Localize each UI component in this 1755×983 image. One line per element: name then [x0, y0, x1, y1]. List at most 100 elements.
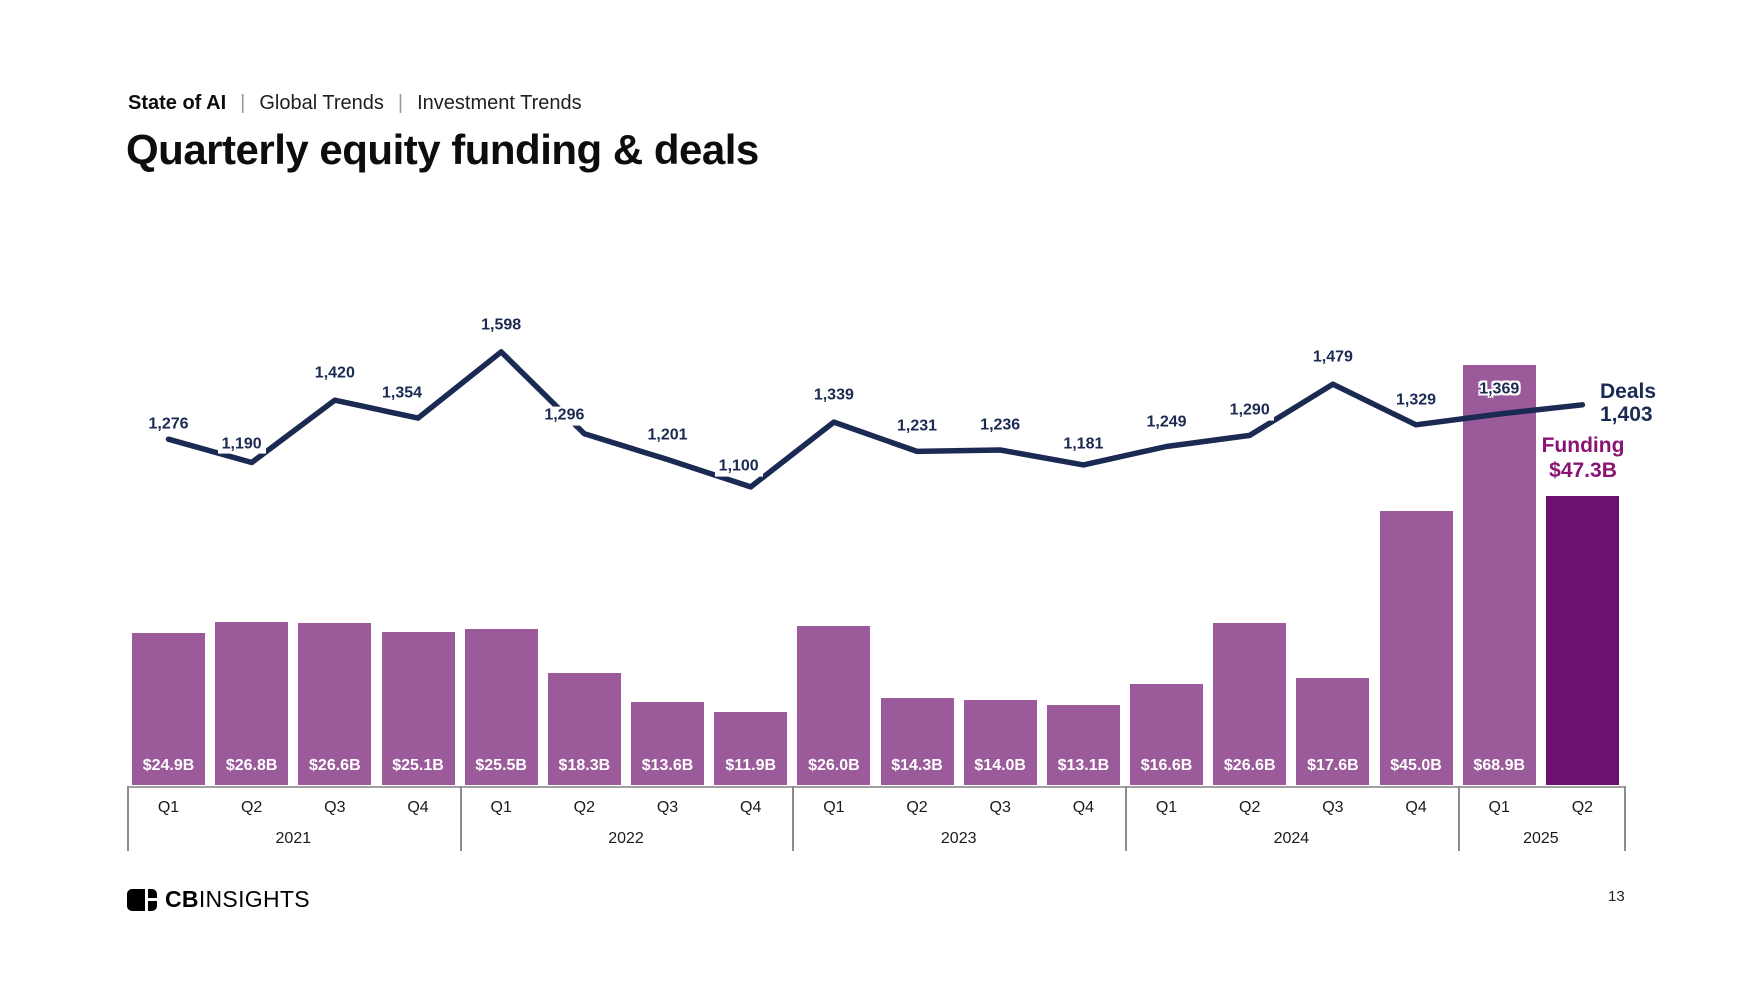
breadcrumb-separator: | — [397, 92, 404, 114]
deals-point-label: 1,249 — [1142, 413, 1191, 432]
x-axis-year-separator — [1125, 786, 1128, 851]
funding-bar-2023-Q1 — [797, 626, 871, 785]
funding-bar-2023-Q4 — [1046, 705, 1120, 785]
deals-point-label: 1,201 — [643, 426, 692, 445]
year-label-2025: 2025 — [1523, 830, 1559, 847]
quarter-label-2021-Q2: Q2 — [240, 799, 263, 816]
deals-point-label: 1,276 — [144, 415, 193, 435]
funding-value-label: $68.9B — [1473, 757, 1526, 774]
x-axis-year-separator — [459, 786, 462, 851]
funding-bar-2023-Q2 — [880, 697, 954, 785]
deals-point-label: 1,479 — [1308, 348, 1357, 368]
deals-annotation-value: 1,403 — [1600, 403, 1653, 426]
deals-point-label: 1,369 — [1479, 380, 1520, 398]
funding-value-label: $45.0B — [1390, 757, 1442, 774]
quarter-label-2024-Q3: Q3 — [1322, 799, 1344, 816]
funding-bar-2024-Q2 — [1213, 622, 1287, 785]
quarter-label-2022-Q3: Q3 — [656, 799, 679, 816]
quarter-label-2023-Q4: Q4 — [1072, 799, 1095, 816]
year-label-2023: 2023 — [940, 830, 977, 847]
breadcrumb: State of AI | Global Trends | Investment… — [128, 92, 582, 115]
funding-annotation: Funding $47.3B — [1503, 433, 1663, 483]
quarter-label-2022-Q2: Q2 — [573, 799, 596, 816]
funding-value-label: $16.6B — [1140, 757, 1193, 774]
funding-value-label: $26.6B — [309, 757, 361, 774]
funding-value-label: $26.0B — [808, 757, 860, 774]
deals-point-label: 1,290 — [1225, 402, 1274, 421]
cbinsights-logo-icon — [127, 888, 157, 911]
x-axis-year-separator — [127, 786, 129, 851]
deals-point-label: 1,296 — [540, 406, 589, 426]
funding-bar-2025-Q1 — [1462, 364, 1536, 785]
x-axis-year-separator — [1624, 786, 1627, 851]
funding-bar-2021-Q3 — [298, 622, 372, 785]
funding-value-label: $25.5B — [475, 757, 527, 774]
funding-bar-2022-Q4 — [714, 712, 788, 785]
quarter-label-2024-Q2: Q2 — [1239, 799, 1261, 816]
quarter-label-2025-Q1: Q1 — [1488, 799, 1510, 816]
breadcrumb-separator: | — [240, 92, 246, 114]
x-axis-top-border — [127, 786, 1625, 788]
funding-value-label: $26.8B — [225, 757, 278, 774]
deals-annotation-label: Deals — [1600, 380, 1657, 403]
quarter-label-2023-Q3: Q3 — [989, 799, 1011, 816]
funding-value-label: $26.6B — [1223, 757, 1276, 774]
quarter-label-2024-Q4: Q4 — [1405, 799, 1427, 816]
x-axis-year-separator — [792, 786, 795, 851]
funding-bar-2021-Q4 — [381, 631, 455, 785]
year-label-2021: 2021 — [275, 830, 312, 847]
funding-bar-2022-Q2 — [547, 673, 621, 785]
funding-bar-2024-Q1 — [1130, 683, 1204, 785]
year-label-2022: 2022 — [608, 830, 644, 847]
funding-bar-2022-Q1 — [464, 629, 538, 785]
deals-point-label: 1,190 — [217, 435, 266, 454]
breadcrumb-item-global-trends: Global Trends — [259, 92, 384, 114]
funding-value-label: $14.3B — [891, 757, 943, 774]
funding-value-label: $18.3B — [558, 757, 611, 774]
deals-point-label: 1,231 — [892, 417, 942, 437]
quarter-label-2023-Q1: Q1 — [823, 799, 845, 816]
funding-annotation-value: $47.3B — [1549, 459, 1617, 482]
funding-value-label: $25.1B — [392, 757, 444, 774]
quarter-label-2022-Q4: Q4 — [740, 799, 762, 816]
page-title: Quarterly equity funding & deals — [126, 126, 759, 173]
quarter-label-2021-Q3: Q3 — [324, 799, 346, 816]
deals-point-label: 1,339 — [809, 386, 858, 406]
funding-bar-2022-Q3 — [631, 702, 705, 785]
funding-bar-2024-Q3 — [1296, 677, 1370, 785]
deals-point-label: 1,354 — [377, 384, 427, 404]
quarter-label-2021-Q1: Q1 — [157, 799, 180, 816]
funding-bar-2024-Q4 — [1379, 510, 1453, 785]
quarter-label-2022-Q1: Q1 — [490, 799, 512, 816]
quarter-label-2021-Q4: Q4 — [407, 799, 429, 816]
funding-bar-2023-Q3 — [963, 699, 1037, 785]
deals-annotation: Deals 1,403 — [1600, 380, 1656, 426]
deals-point-label: 1,100 — [714, 457, 763, 477]
quarter-label-2023-Q2: Q2 — [906, 799, 928, 816]
breadcrumb-item-state-of-ai: State of AI — [128, 92, 227, 114]
funding-value-label: $13.1B — [1057, 757, 1110, 774]
deals-point-label: 1,598 — [477, 316, 526, 336]
cbinsights-logo-text: CBINSIGHTS — [165, 886, 310, 912]
cbinsights-logo: CBINSIGHTS — [127, 886, 310, 913]
funding-value-label: $13.6B — [641, 757, 694, 774]
deals-point-label: 1,329 — [1392, 391, 1441, 411]
funding-value-label: $24.9B — [142, 757, 195, 774]
year-label-2024: 2024 — [1273, 830, 1310, 847]
funding-bar-2021-Q2 — [215, 621, 289, 785]
funding-value-label: $14.0B — [974, 757, 1026, 774]
funding-value-label: $17.6B — [1307, 757, 1359, 774]
page-number: 13 — [1608, 888, 1625, 905]
funding-annotation-label: Funding — [1541, 434, 1625, 457]
deals-point-label: 1,236 — [976, 416, 1025, 436]
breadcrumb-item-investment-trends: Investment Trends — [417, 92, 582, 114]
quarter-label-2024-Q1: Q1 — [1155, 799, 1178, 816]
funding-bar-2021-Q1 — [132, 633, 205, 785]
deals-point-label: 1,420 — [310, 364, 359, 384]
funding-bar-2025-Q2 — [1545, 496, 1619, 785]
quarter-label-2025-Q2: Q2 — [1571, 799, 1594, 816]
funding-value-label: $11.9B — [725, 757, 777, 774]
deals-point-label: 1,181 — [1059, 435, 1108, 455]
